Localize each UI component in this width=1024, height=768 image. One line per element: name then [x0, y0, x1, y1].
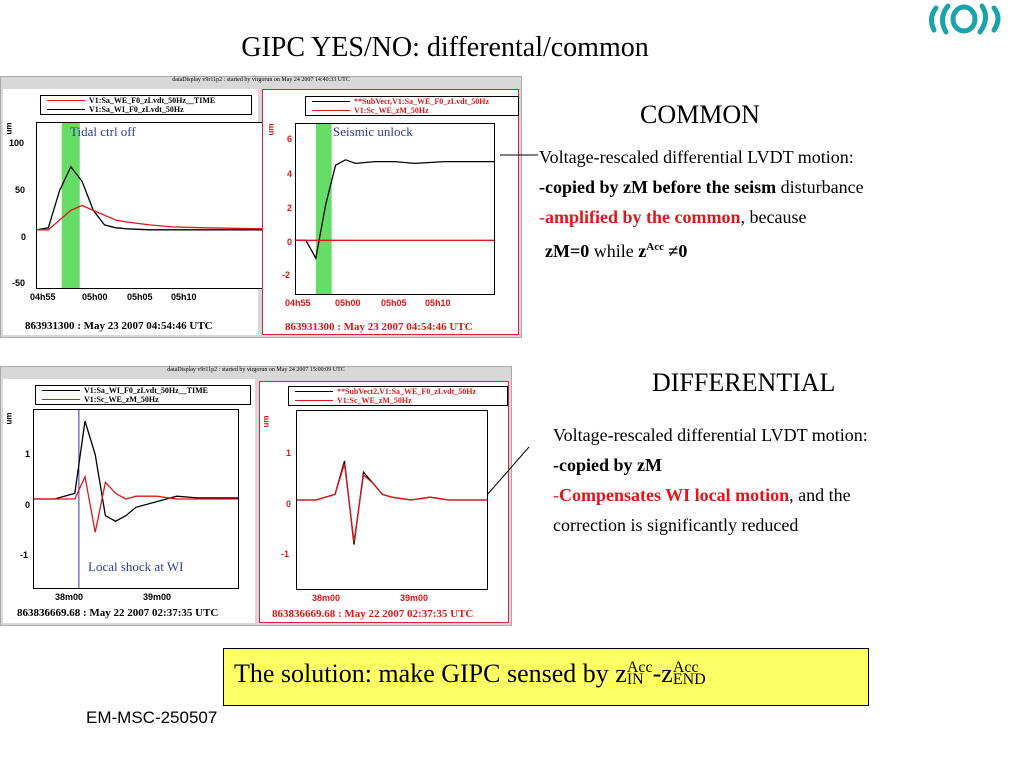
top-left-chart: [37, 123, 262, 288]
plot-area: [295, 123, 495, 295]
plot-area: [36, 122, 263, 289]
x-tick: 04h55: [30, 292, 56, 302]
legend: V1:Sa_WE_F0_zLvdt_50Hz__TIME V1:Sa_WI_F0…: [40, 95, 252, 115]
y-tick: 0: [21, 232, 27, 242]
series-line-1: [34, 474, 238, 533]
bottom-left-chart: [34, 410, 238, 588]
y-tick: -1: [20, 550, 29, 560]
y-tick: 1: [25, 449, 31, 459]
plot-area: [296, 410, 488, 590]
y-axis-label: um: [261, 415, 271, 428]
y-tick: -1: [281, 549, 290, 559]
annotation-shock: Local shock at WI: [88, 559, 184, 574]
plot-area: [33, 409, 239, 589]
common-description: Voltage-rescaled differential LVDT motio…: [539, 142, 1019, 266]
timestamp: 863836669.68 : May 22 2007 02:37:35 UTC: [272, 608, 474, 620]
common-heading: COMMON: [640, 100, 760, 129]
connector-line: [500, 154, 538, 156]
bottom-plot-panel: dataDisplay v9r11p2 : started by virgoru…: [0, 366, 512, 626]
x-tick: 05h10: [425, 298, 451, 308]
common-line-3: -amplified by the common, because: [539, 207, 807, 227]
y-tick: 1: [286, 448, 292, 458]
y-tick: 50: [15, 185, 26, 195]
x-tick: 04h55: [285, 298, 311, 308]
event-band: [61, 123, 80, 288]
x-tick: 05h05: [381, 298, 407, 308]
y-axis-label: um: [266, 123, 276, 136]
y-tick: 6: [287, 134, 293, 144]
series-line-0: [34, 420, 238, 522]
virgo-logo: [924, 0, 1016, 40]
bottom-right-subplot: **SubVect2,V1:Sa_WE_F0_zLvdt_50Hz V1:Sc_…: [259, 381, 509, 623]
legend: **SubVect2,V1:Sa_WE_F0_zLvdt_50Hz V1:Sc_…: [288, 386, 508, 406]
panel-header: dataDisplay v9r11p2 : started by virgoru…: [172, 77, 350, 83]
y-tick: -2: [282, 270, 291, 280]
top-plot-panel: dataDisplay v9r11p2 : started by virgoru…: [0, 76, 522, 338]
series-line-0: [37, 165, 262, 231]
x-tick: 05h10: [171, 292, 197, 302]
differential-line-3: -Compensates WI local motion, and the: [553, 485, 851, 505]
y-tick: 2: [287, 203, 293, 213]
differential-line-2: -copied by zM: [553, 455, 662, 475]
legend-entry: V1:Sc_WE_zM_50Hz: [306, 106, 518, 115]
solution-box: The solution: make GIPC sensed by z Acc IN…: [223, 648, 869, 706]
x-tick: 38m00: [55, 592, 84, 602]
series-line-0: [297, 460, 487, 545]
annotation-seismic: Seismic unlock: [333, 124, 413, 139]
y-axis-label: um: [4, 122, 14, 135]
legend-entry: V1:Sa_WE_F0_zLvdt_50Hz__TIME: [41, 96, 251, 105]
x-tick: 05h00: [335, 298, 361, 308]
x-tick: 05h05: [127, 292, 153, 302]
x-tick: 38m00: [312, 593, 341, 603]
connector-line: [486, 446, 530, 496]
panel-header: dataDisplay v9r11p2 : started by virgoru…: [167, 367, 345, 373]
legend-entry: **SubVect,V1:Sa_WE_F0_zLvdt_50Hz: [306, 97, 518, 106]
y-tick: 100: [9, 138, 25, 148]
differential-description: Voltage-rescaled differential LVDT motio…: [553, 420, 1013, 540]
series-line-0: [296, 159, 494, 261]
x-tick: 05h00: [82, 292, 108, 302]
legend: **SubVect,V1:Sa_WE_F0_zLvdt_50Hz V1:Sc_W…: [305, 96, 519, 116]
series-line-1: [37, 204, 262, 231]
legend-entry: V1:Sa_WI_F0_zLvdt_50Hz: [41, 105, 251, 114]
x-tick: 39m00: [400, 593, 429, 603]
timestamp: 863836669.68 : May 22 2007 02:37:35 UTC: [17, 607, 219, 619]
top-right-chart: [296, 124, 494, 294]
footer-tag: EM-MSC-250507: [86, 708, 218, 727]
legend: V1:Sa_WI_F0_zLvdt_50Hz__TIME V1:Sc_WE_zM…: [35, 385, 251, 405]
y-tick: 0: [25, 500, 31, 510]
common-line-2: -copied by zM before the seism disturban…: [539, 177, 864, 197]
event-band: [315, 124, 332, 294]
timestamp: 863931300 : May 23 2007 04:54:46 UTC: [25, 320, 213, 332]
y-tick: -50: [12, 278, 26, 288]
legend-entry: V1:Sc_WE_zM_50Hz: [36, 395, 250, 404]
differential-line-1: Voltage-rescaled differential LVDT motio…: [553, 425, 868, 445]
top-left-subplot: V1:Sa_WE_F0_zLvdt_50Hz__TIME V1:Sa_WI_F0…: [3, 89, 263, 335]
annotation-tidal: Tidal ctrl off: [70, 124, 136, 139]
common-line-4: zM=0 while zAcc ≠0: [545, 241, 688, 261]
timestamp: 863931300 : May 23 2007 04:54:46 UTC: [285, 321, 473, 333]
y-tick: 0: [287, 237, 293, 247]
x-tick: 39m00: [143, 592, 172, 602]
legend-entry: **SubVect2,V1:Sa_WE_F0_zLvdt_50Hz: [289, 387, 507, 396]
bottom-right-chart: [297, 460, 487, 545]
top-right-subplot: **SubVect,V1:Sa_WE_F0_zLvdt_50Hz V1:Sc_W…: [262, 89, 519, 335]
y-tick: 4: [287, 169, 293, 179]
legend-entry: V1:Sc_WE_zM_50Hz: [289, 396, 507, 405]
common-line-1: Voltage-rescaled differential LVDT motio…: [539, 147, 854, 167]
differential-line-4: correction is significantly reduced: [553, 515, 799, 535]
legend-entry: V1:Sa_WI_F0_zLvdt_50Hz__TIME: [36, 386, 250, 395]
y-tick: 0: [286, 499, 292, 509]
series-line-1: [297, 463, 487, 542]
bottom-left-subplot: V1:Sa_WI_F0_zLvdt_50Hz__TIME V1:Sc_WE_zM…: [3, 379, 255, 623]
slide-title: GIPC YES/NO: differental/common: [241, 32, 649, 63]
y-axis-label: um: [4, 412, 14, 425]
differential-heading: DIFFERENTIAL: [652, 368, 836, 397]
